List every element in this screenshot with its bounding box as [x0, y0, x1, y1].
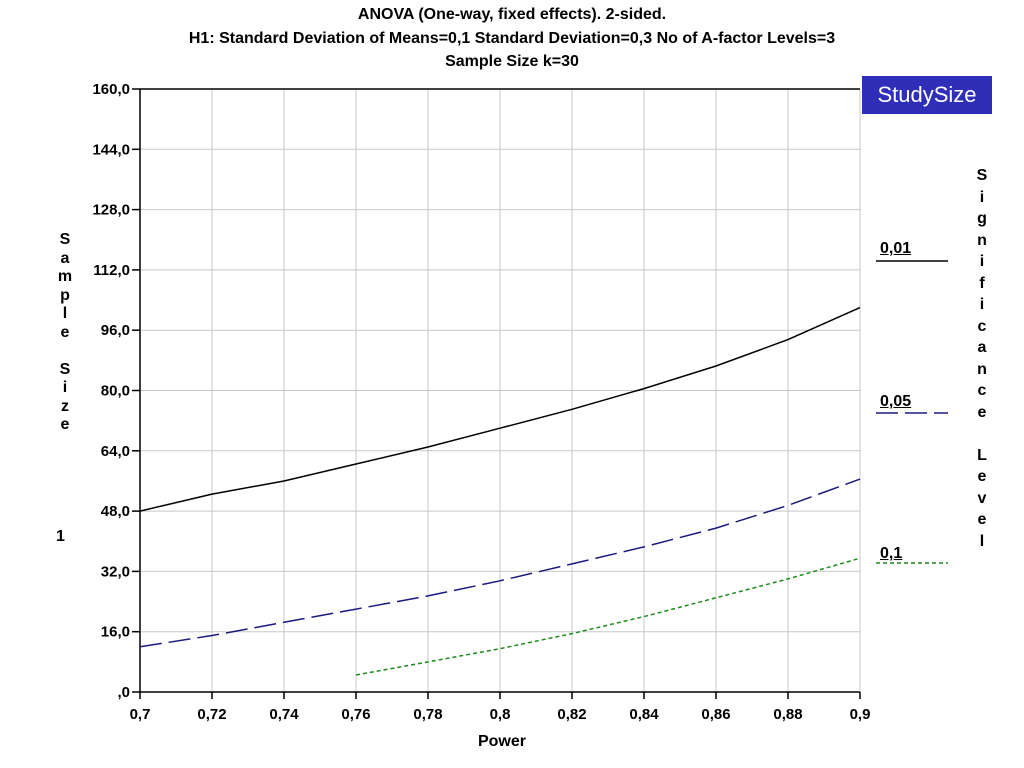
series-line-1 — [139, 478, 861, 648]
x-tick-label: 0,7 — [130, 706, 151, 723]
x-tick-label: 0,74 — [269, 706, 299, 723]
y-tick-label: 80,0 — [101, 383, 130, 400]
y-tick-label: 32,0 — [101, 563, 130, 580]
y-tick-label: 48,0 — [101, 503, 130, 520]
y-tick-label: 16,0 — [101, 624, 130, 641]
x-tick-label: 0,78 — [413, 706, 442, 723]
x-axis-label: Power — [477, 733, 526, 750]
x-tick-label: 0,76 — [341, 706, 370, 723]
y-tick-label: 112,0 — [93, 262, 130, 279]
y-tick-label: 64,0 — [101, 443, 130, 460]
y-axis-label-index: 1 — [56, 528, 65, 545]
series-line-2 — [355, 557, 861, 676]
chart-subtitle: H1: Standard Deviation of Means=0,1 Stan… — [188, 30, 836, 47]
series-line-0 — [139, 306, 861, 512]
y-tick-label: 128,0 — [92, 202, 130, 219]
x-tick-label: 0,82 — [557, 706, 586, 723]
legend-label-0-01: 0,01 — [880, 240, 912, 257]
x-tick-label: 0,8 — [490, 706, 511, 723]
y-tick-label: 160,0 — [92, 81, 130, 98]
legend-label-0-1: 0,1 — [880, 545, 903, 562]
y-tick-label: 96,0 — [101, 322, 130, 339]
legend-title: S i g n i f i c a n c e L e v e l — [976, 167, 988, 550]
x-tick-label: 0,9 — [850, 706, 871, 723]
legend-label-0-05: 0,05 — [880, 393, 912, 410]
chart-title: ANOVA (One-way, fixed effects). 2-sided. — [357, 6, 667, 23]
studysize-badge: StudySize — [862, 76, 992, 114]
y-tick-label: 144,0 — [92, 141, 130, 158]
x-tick-label: 0,84 — [629, 706, 659, 723]
y-axis-label: S a m p l e S i z e — [57, 231, 73, 433]
x-tick-label: 0,86 — [701, 706, 730, 723]
x-tick-label: 0,88 — [773, 706, 802, 723]
y-tick-label: ,0 — [117, 684, 130, 701]
chart-subtitle-2: Sample Size k=30 — [445, 53, 579, 70]
x-tick-label: 0,72 — [197, 706, 226, 723]
